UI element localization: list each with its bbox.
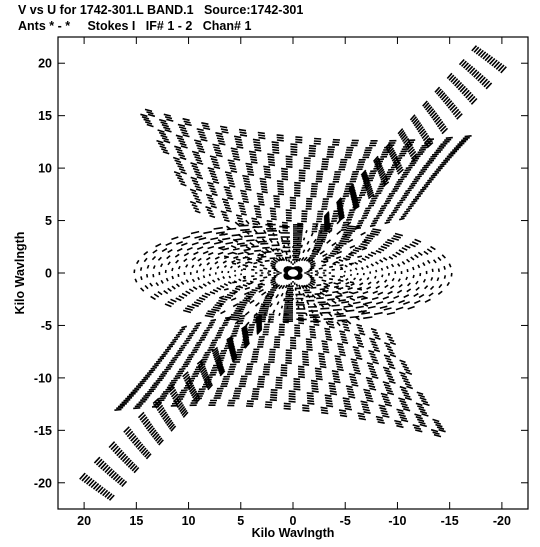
y-tick-label: 15 [38,109,52,123]
y-tick-label: 20 [38,57,52,71]
plot-frame [57,36,529,510]
x-tick-label: 20 [77,514,91,528]
y-axis-label: Kilo Wavlngth [13,232,27,315]
y-tick-label: -10 [34,371,52,385]
y-tick-labels: -20 -15 -10 -5 0 5 10 15 20 [34,57,52,491]
x-tick-label: -15 [441,514,459,528]
y-tick-label: -20 [34,476,52,490]
x-tick-label: -5 [340,514,351,528]
y-tick-label: -15 [34,424,52,438]
uv-track-dashes [79,45,507,501]
y-tick-label: 5 [45,214,52,228]
chart-subtitle: Ants * - * Stokes I IF# 1 - 2 Chan# 1 [18,19,252,33]
y-tick-label: 0 [45,267,52,281]
axis-ticks [58,37,528,509]
chart-title: V vs U for 1742-301.L BAND.1 Source:1742… [18,3,304,17]
y-tick-label: -5 [41,319,52,333]
y-tick-label: 10 [38,162,52,176]
x-tick-label: 10 [182,514,196,528]
x-tick-label: -20 [493,514,511,528]
x-axis-label: Kilo Wavlngth [252,526,335,540]
x-tick-labels: 20 15 10 5 0 -5 -10 -15 -20 [77,514,511,528]
x-tick-label: 0 [290,514,297,528]
x-tick-label: -10 [388,514,406,528]
uv-tracks [79,45,507,501]
x-tick-label: 15 [129,514,143,528]
x-tick-label: 5 [237,514,244,528]
